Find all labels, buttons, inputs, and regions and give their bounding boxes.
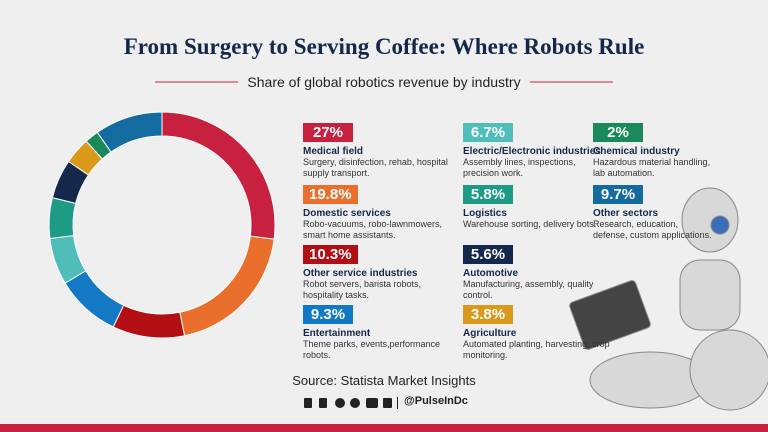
value-label: 6.7% [463, 123, 513, 142]
legend-card: 9.7% Other sectors Research, education, de… [593, 185, 715, 240]
legend-label: Domestic services [303, 208, 391, 219]
source: Source: Statista Market Insights [292, 373, 476, 388]
legend-label: Agriculture [463, 328, 517, 339]
legend-card: 19.8% Domestic services Robo-vacuums, robo… [303, 185, 453, 240]
value-label: 2% [593, 123, 643, 142]
robot [569, 187, 768, 411]
donut-slice [48, 196, 77, 240]
donut-slice [64, 270, 125, 328]
value-label: 5.8% [463, 185, 513, 204]
donut-slice [96, 111, 163, 153]
donut-slice [161, 111, 276, 240]
chart-title: From Surgery to Serving Coffee: Where Ro… [124, 34, 645, 59]
legend-card: 10.3% Other service industries Robot serve… [303, 245, 453, 300]
legend-label: Electric/Electronic industries [463, 146, 601, 157]
value-label: 9.7% [593, 185, 643, 204]
description: Research, education, defense, custom app… [593, 219, 712, 240]
description: Automated planting, harvesting, crop mon… [463, 339, 610, 360]
social-icons [304, 397, 398, 409]
legend-card: 6.7% Electric/Electronic industries Assemb… [463, 123, 613, 178]
value-label: 5.6% [463, 245, 513, 264]
value-label: 10.3% [303, 245, 358, 264]
donut-slice [112, 304, 186, 339]
legend-card: 2% Chemical industry Hazardous material ha… [593, 123, 715, 178]
handle: @PulseInDc [404, 395, 468, 407]
value-label: 9.3% [303, 305, 353, 324]
description: Theme parks, events,performance robots. [303, 339, 441, 360]
description: Surgery, disinfection, rehab, hospital s… [303, 157, 448, 178]
legend-label: Automotive [463, 268, 518, 279]
description: Hazardous material handling, lab automat… [593, 157, 711, 178]
legend-card: 5.6% Automotive Manufacturing, assembly, q… [463, 245, 613, 300]
description: Robot servers, barista robots, hospitali… [303, 279, 422, 300]
donut-slice [179, 235, 275, 337]
legend-label: Other sectors [593, 208, 659, 219]
footer-bar [0, 424, 768, 432]
description: Robo-vacuums, robo-lawnmowers, smart hom… [303, 219, 443, 240]
legend-card: 5.8% Logistics Warehouse sorting, delivery… [463, 185, 613, 230]
value-label: 19.8% [303, 185, 358, 204]
legend-label: Other service industries [303, 268, 418, 279]
value-label: 3.8% [463, 305, 513, 324]
value-label: 27% [303, 123, 353, 142]
description: Warehouse sorting, delivery bots. [463, 219, 597, 229]
description: Assembly lines, inspections, precision w… [463, 157, 576, 178]
legend-label: Medical field [303, 146, 364, 157]
legend-card: 27% Medical field Surgery, disinfection, r… [303, 123, 453, 178]
subtitle: Share of global robotics revenue by indu… [247, 74, 520, 90]
legend-label: Entertainment [303, 328, 371, 339]
legend-card: 3.8% Agriculture Automated planting, harve… [463, 305, 613, 360]
legend-card: 9.3% Entertainment Theme parks, events,per… [303, 305, 453, 360]
description: Manufacturing, assembly, quality control… [463, 279, 594, 300]
legend-label: Chemical industry [593, 146, 680, 157]
legend-label: Logistics [463, 208, 507, 219]
